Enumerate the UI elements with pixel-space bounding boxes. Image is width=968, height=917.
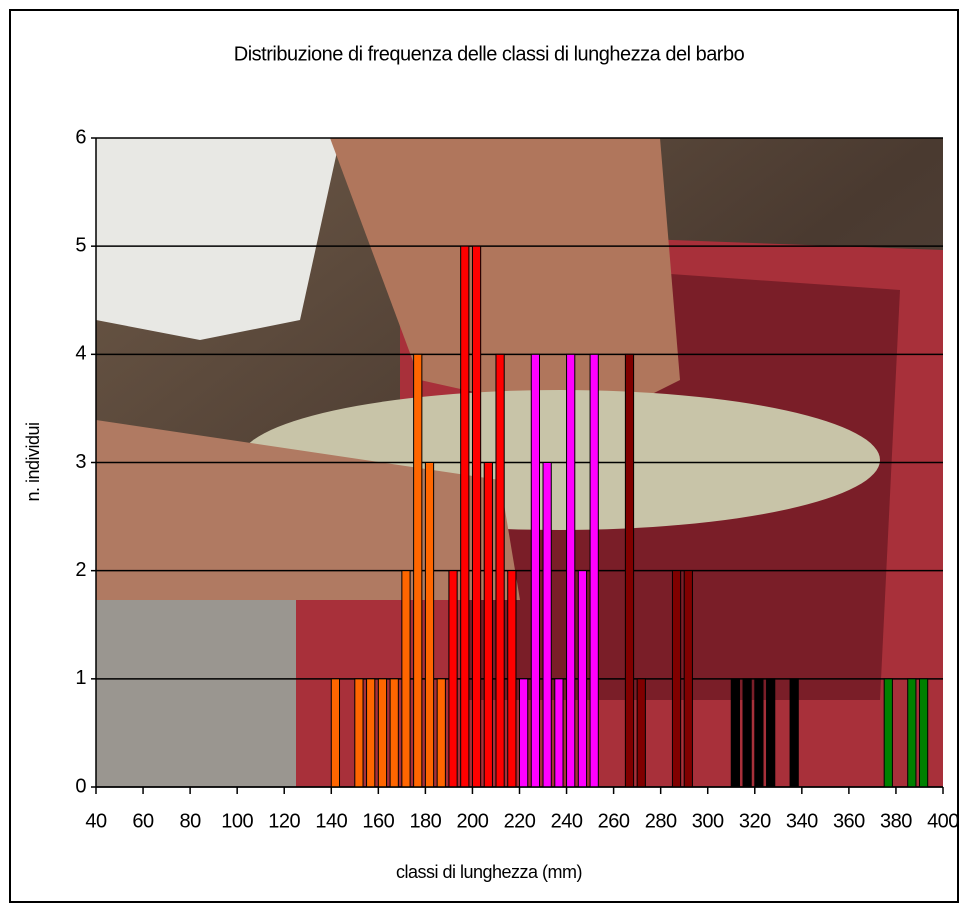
x-tick-label: 360 xyxy=(833,810,865,832)
bar xyxy=(366,678,376,788)
x-tick-label: 100 xyxy=(221,810,253,832)
x-tick-label: 120 xyxy=(268,810,300,832)
y-tick-label: 2 xyxy=(75,559,86,581)
bar xyxy=(589,353,599,788)
bar xyxy=(754,678,764,788)
x-tick-label: 160 xyxy=(362,810,394,832)
bar xyxy=(471,245,482,788)
bar xyxy=(636,678,646,788)
bar xyxy=(330,678,341,788)
x-tick-label: 200 xyxy=(457,810,489,832)
bar xyxy=(883,678,893,788)
bar xyxy=(413,353,423,788)
x-tick-label: 240 xyxy=(551,810,583,832)
bar xyxy=(448,570,458,788)
bars xyxy=(330,245,929,788)
x-tick-label: 380 xyxy=(880,810,912,832)
x-tick-label: 400 xyxy=(927,810,959,832)
bar xyxy=(495,353,505,788)
y-axis-title: n. individui xyxy=(23,422,43,501)
bar xyxy=(519,678,529,788)
bar xyxy=(401,570,411,788)
bar xyxy=(554,678,564,788)
bar xyxy=(483,462,493,788)
bar xyxy=(542,462,552,788)
bar xyxy=(460,245,470,788)
bar xyxy=(354,678,364,788)
x-tick-label: 320 xyxy=(739,810,771,832)
x-tick-label: 180 xyxy=(409,810,441,832)
x-tick-label: 60 xyxy=(132,810,154,832)
bar xyxy=(789,678,799,788)
bar xyxy=(424,462,435,788)
bar xyxy=(683,570,693,788)
bar xyxy=(624,353,635,788)
bar xyxy=(907,678,917,788)
x-axis-title: classi di lunghezza (mm) xyxy=(396,862,582,882)
bar xyxy=(436,678,446,788)
y-tick-label: 6 xyxy=(75,126,86,148)
x-tick-label: 40 xyxy=(85,810,107,832)
bar xyxy=(742,678,752,788)
bar xyxy=(766,678,776,788)
bar xyxy=(671,570,682,788)
bar xyxy=(507,570,517,788)
chart-title: Distribuzione di frequenza delle classi … xyxy=(234,43,745,65)
bar xyxy=(530,353,540,788)
bar xyxy=(730,678,740,788)
bar xyxy=(918,678,929,788)
bar xyxy=(577,570,588,788)
x-tick-label: 260 xyxy=(598,810,630,832)
y-tick-label: 5 xyxy=(75,234,86,256)
y-tick-label: 1 xyxy=(75,667,86,689)
x-tick-label: 220 xyxy=(504,810,536,832)
x-tick-label: 80 xyxy=(179,810,201,832)
y-tick-label: 4 xyxy=(75,343,86,365)
axes: 0 1 2 3 4 5 6 40 60 80 100 120 140 160 180 200 220 240 260… xyxy=(75,126,959,832)
bar xyxy=(377,678,388,788)
x-tick-label: 280 xyxy=(645,810,677,832)
bar xyxy=(389,678,399,788)
bar xyxy=(566,353,576,788)
y-tick-label: 3 xyxy=(75,451,86,473)
y-tick-label: 0 xyxy=(75,775,86,797)
x-tick-label: 300 xyxy=(692,810,724,832)
x-tick-label: 340 xyxy=(786,810,818,832)
x-tick-label: 140 xyxy=(315,810,347,832)
